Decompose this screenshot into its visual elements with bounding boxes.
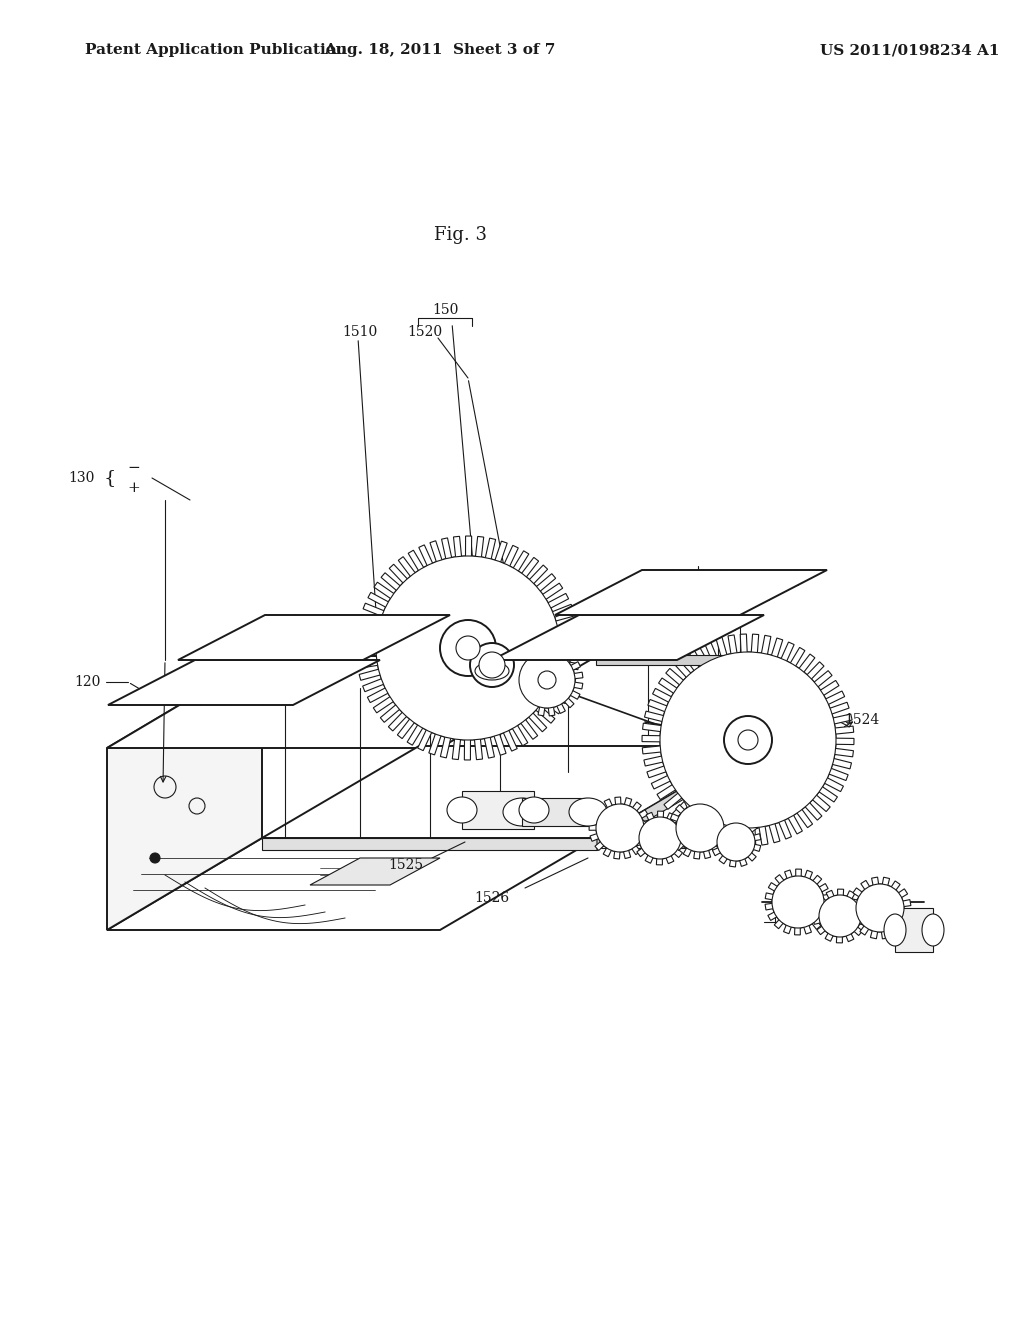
Polygon shape [178,615,450,660]
Circle shape [717,822,755,861]
Ellipse shape [922,913,944,946]
Circle shape [724,715,772,764]
Text: Aug. 18, 2011  Sheet 3 of 7: Aug. 18, 2011 Sheet 3 of 7 [325,44,556,57]
Polygon shape [596,655,762,665]
Circle shape [479,652,505,678]
Circle shape [376,556,560,741]
Text: 1520: 1520 [408,325,442,339]
Polygon shape [633,810,687,865]
Polygon shape [597,746,754,850]
Ellipse shape [569,799,607,826]
Polygon shape [849,876,911,939]
Text: 1525: 1525 [388,858,424,873]
Text: US 2011/0198234 A1: US 2011/0198234 A1 [820,44,999,57]
Polygon shape [669,797,731,859]
Circle shape [819,895,861,937]
Text: 1526: 1526 [474,891,510,906]
Polygon shape [106,838,597,931]
Circle shape [639,817,681,859]
Ellipse shape [503,799,541,826]
Circle shape [519,652,575,708]
Polygon shape [813,890,867,942]
Circle shape [738,730,758,750]
Polygon shape [492,615,764,660]
Circle shape [772,876,824,928]
Circle shape [150,853,160,863]
Ellipse shape [475,663,509,680]
Text: Patent Application Publication: Patent Application Publication [85,44,347,57]
Text: Fig. 3: Fig. 3 [433,226,486,244]
Polygon shape [711,817,761,867]
Ellipse shape [519,797,549,822]
Polygon shape [589,797,651,859]
Circle shape [440,620,496,676]
Text: 1524: 1524 [845,713,880,727]
Polygon shape [310,858,440,884]
Text: −: − [128,461,140,475]
Circle shape [856,884,904,932]
Circle shape [596,804,644,851]
Circle shape [676,804,724,851]
Circle shape [660,652,836,828]
Text: 120: 120 [75,675,101,689]
Polygon shape [262,746,754,838]
Circle shape [456,636,480,660]
Text: 150: 150 [432,304,458,317]
Circle shape [538,671,556,689]
Text: {: { [103,469,116,487]
Polygon shape [106,656,597,748]
Polygon shape [555,570,827,615]
Text: 1510: 1510 [342,325,378,339]
Text: +: + [128,480,140,495]
Bar [895,908,933,952]
Polygon shape [108,660,380,705]
Bar [522,799,588,826]
Polygon shape [765,869,830,935]
Circle shape [470,643,514,686]
Text: 130: 130 [69,471,95,484]
Polygon shape [106,656,262,931]
Ellipse shape [884,913,906,946]
Bar [462,791,534,829]
Polygon shape [642,634,854,846]
Polygon shape [356,536,580,760]
Polygon shape [511,644,583,715]
Ellipse shape [447,797,477,822]
Polygon shape [262,838,597,850]
